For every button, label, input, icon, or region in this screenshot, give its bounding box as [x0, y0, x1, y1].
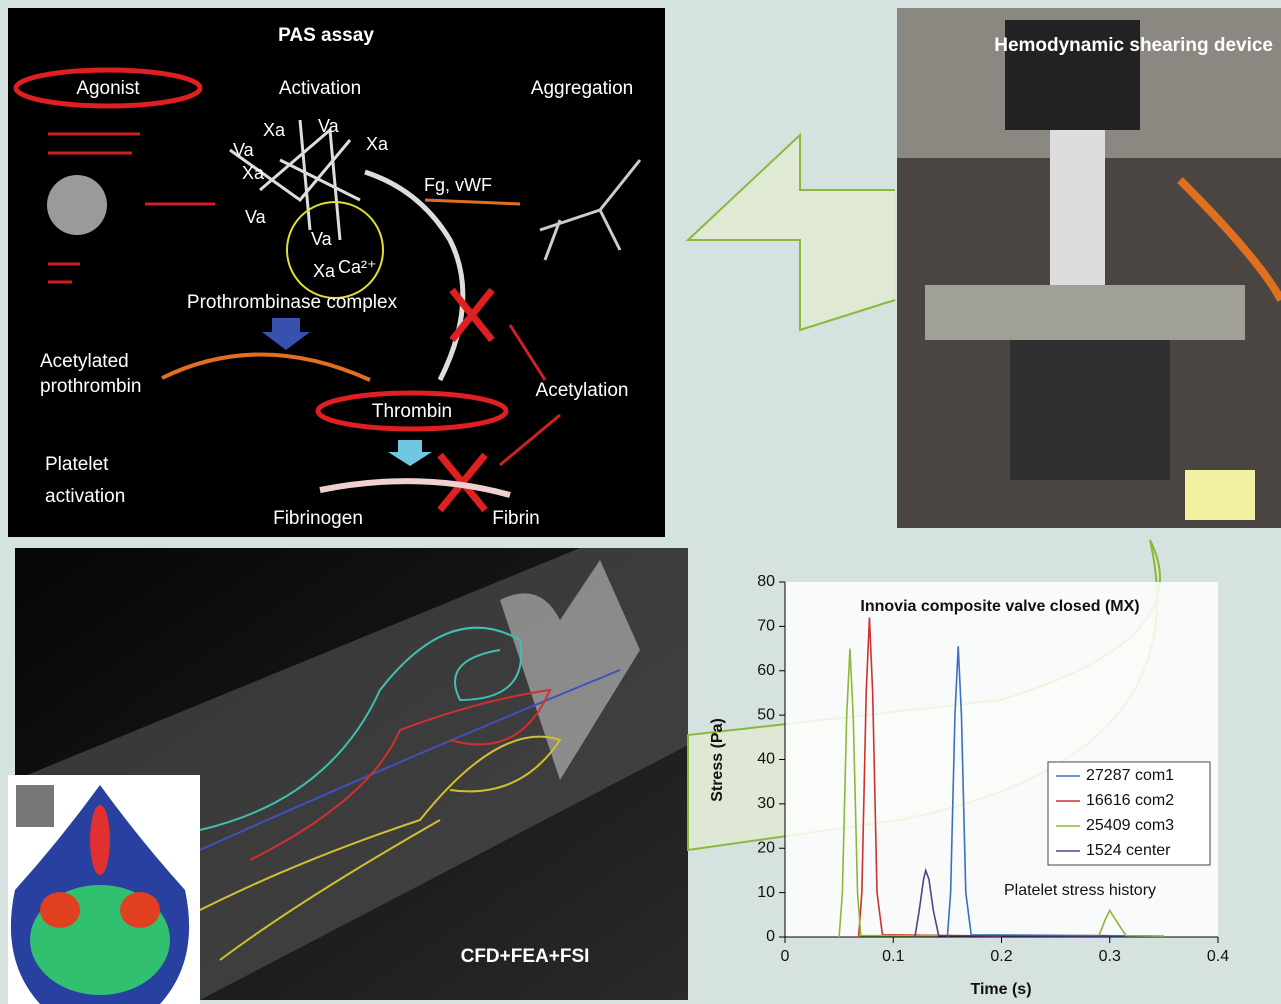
legend-label: 16616 com2 [1086, 792, 1174, 809]
cfd-label: CFD+FEA+FSI [461, 946, 590, 967]
arrow [388, 440, 432, 466]
panel-bg [8, 8, 665, 537]
y-tick-label: 20 [757, 839, 775, 856]
legend-label: 27287 com1 [1086, 767, 1174, 784]
legend-label: 1524 center [1086, 842, 1171, 859]
cable [1177, 177, 1281, 302]
streamlines [199, 626, 621, 961]
pas-panel: PAS assay Agonist Activation Aggregation… [8, 8, 665, 537]
factor: Va [311, 229, 333, 249]
aggregate [539, 159, 642, 261]
series-line [946, 646, 1164, 938]
y-tick-label: 0 [766, 928, 775, 945]
motor [1005, 20, 1140, 130]
stress [40, 892, 80, 928]
thumb [16, 785, 54, 827]
x-tick-label: 0 [781, 948, 790, 965]
label: Acetylation [536, 380, 629, 401]
block [437, 287, 495, 513]
label: Prothrombinase complex [187, 292, 398, 313]
factor: Xa [242, 163, 265, 183]
label: Agonist [76, 78, 140, 99]
arrow [424, 198, 521, 206]
complex-ring [286, 201, 384, 299]
x-tick-label: 0.4 [1207, 948, 1229, 965]
pas-title: PAS assay [278, 25, 374, 46]
label: Acetylated [40, 351, 129, 372]
label: Fibrinogen [273, 508, 363, 529]
factor: Va [245, 207, 267, 227]
arrow [319, 478, 511, 498]
label: activation [45, 486, 125, 507]
base [1010, 340, 1170, 480]
arrow [262, 318, 310, 350]
factor: Xa [313, 261, 336, 281]
plate [925, 285, 1245, 340]
chart: Innovia composite valve closed (MX) Plat… [709, 573, 1229, 998]
note [1185, 470, 1255, 520]
label: Activation [279, 78, 361, 99]
legend-label: 25409 com3 [1086, 817, 1174, 834]
chart-title: Innovia composite valve closed (MX) [860, 598, 1139, 615]
legend [1047, 761, 1211, 866]
factor: Va [233, 140, 255, 160]
label: Fibrin [492, 508, 540, 529]
series-line [914, 867, 1110, 938]
arrow [685, 132, 896, 332]
x-axis-label: Time (s) [970, 981, 1031, 998]
annotation: Platelet stress history [1004, 882, 1156, 899]
factor: Xa [366, 134, 389, 154]
device-label: Hemodynamic shearing device [994, 35, 1273, 56]
label: Thrombin [372, 401, 452, 422]
arrow [161, 352, 371, 382]
stress [90, 805, 110, 875]
factor: Xa [263, 120, 286, 140]
arrows [48, 132, 561, 467]
series-line [857, 617, 1002, 938]
factors: Xa Va Xa Va Xa Va Va Xa Ca²⁺ [233, 116, 389, 281]
x-tick-label: 0.2 [990, 948, 1012, 965]
y-tick-label: 80 [757, 573, 775, 590]
stress [120, 892, 160, 928]
ellipse [315, 390, 509, 432]
ellipse [13, 67, 203, 109]
leaflet [500, 560, 640, 780]
y-tick-label: 50 [757, 706, 775, 723]
device-photo: Hemodynamic shearing device [897, 8, 1281, 528]
y-axis-label: Stress (Pa) [709, 718, 726, 802]
label: prothrombin [40, 376, 141, 397]
y-tick-label: 70 [757, 618, 775, 635]
x-tick-label: 0.1 [882, 948, 904, 965]
label: Platelet [45, 454, 109, 475]
platelet [47, 175, 107, 235]
x-tick-label: 0.3 [1099, 948, 1121, 965]
y-tick-label: 40 [757, 751, 775, 768]
cfd-panel: CFD+FEA+FSI [8, 548, 688, 1004]
y-tick-label: 30 [757, 795, 775, 812]
y-tick-label: 10 [757, 884, 775, 901]
calcium: Ca²⁺ [338, 257, 377, 277]
series-line [838, 648, 1164, 938]
label: Fg, vWF [424, 175, 492, 195]
label: Aggregation [531, 78, 633, 99]
activated-platelet [229, 119, 361, 241]
y-tick-label: 60 [757, 662, 775, 679]
factor: Va [318, 116, 340, 136]
shaft [1050, 130, 1105, 290]
